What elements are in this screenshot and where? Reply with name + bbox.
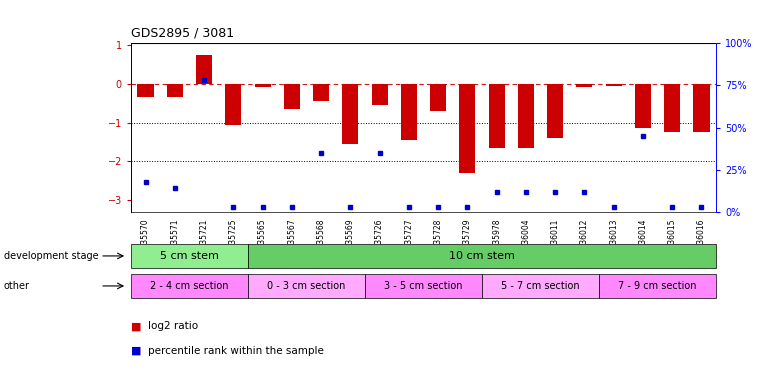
Text: GDS2895 / 3081: GDS2895 / 3081	[131, 26, 234, 39]
Text: log2 ratio: log2 ratio	[148, 321, 198, 331]
Text: ■: ■	[131, 346, 145, 355]
Text: 5 cm stem: 5 cm stem	[160, 251, 219, 261]
Bar	[606, 84, 621, 86]
Text: percentile rank within the sample: percentile rank within the sample	[148, 346, 323, 355]
Bar	[430, 84, 446, 111]
Bar	[343, 84, 358, 144]
Text: 3 - 5 cm section: 3 - 5 cm section	[384, 281, 463, 291]
Text: 0 - 3 cm section: 0 - 3 cm section	[267, 281, 346, 291]
Bar	[460, 84, 475, 173]
Bar	[577, 84, 592, 87]
Text: development stage: development stage	[4, 251, 99, 261]
Bar	[489, 84, 504, 148]
Bar	[138, 84, 153, 98]
Bar	[372, 84, 387, 105]
Bar	[635, 84, 651, 129]
Text: 7 - 9 cm section: 7 - 9 cm section	[618, 281, 697, 291]
Text: 2 - 4 cm section: 2 - 4 cm section	[150, 281, 229, 291]
Text: 5 - 7 cm section: 5 - 7 cm section	[501, 281, 580, 291]
Bar	[694, 84, 709, 132]
Bar	[313, 84, 329, 101]
Bar	[401, 84, 417, 140]
Bar	[196, 55, 212, 84]
Bar	[518, 84, 534, 148]
Bar	[255, 84, 270, 87]
Bar	[226, 84, 241, 124]
Bar	[547, 84, 563, 138]
Text: ■: ■	[131, 321, 145, 331]
Bar	[665, 84, 680, 132]
Bar	[284, 84, 300, 109]
Text: 10 cm stem: 10 cm stem	[449, 251, 515, 261]
Text: other: other	[4, 281, 30, 291]
Bar	[167, 84, 182, 98]
